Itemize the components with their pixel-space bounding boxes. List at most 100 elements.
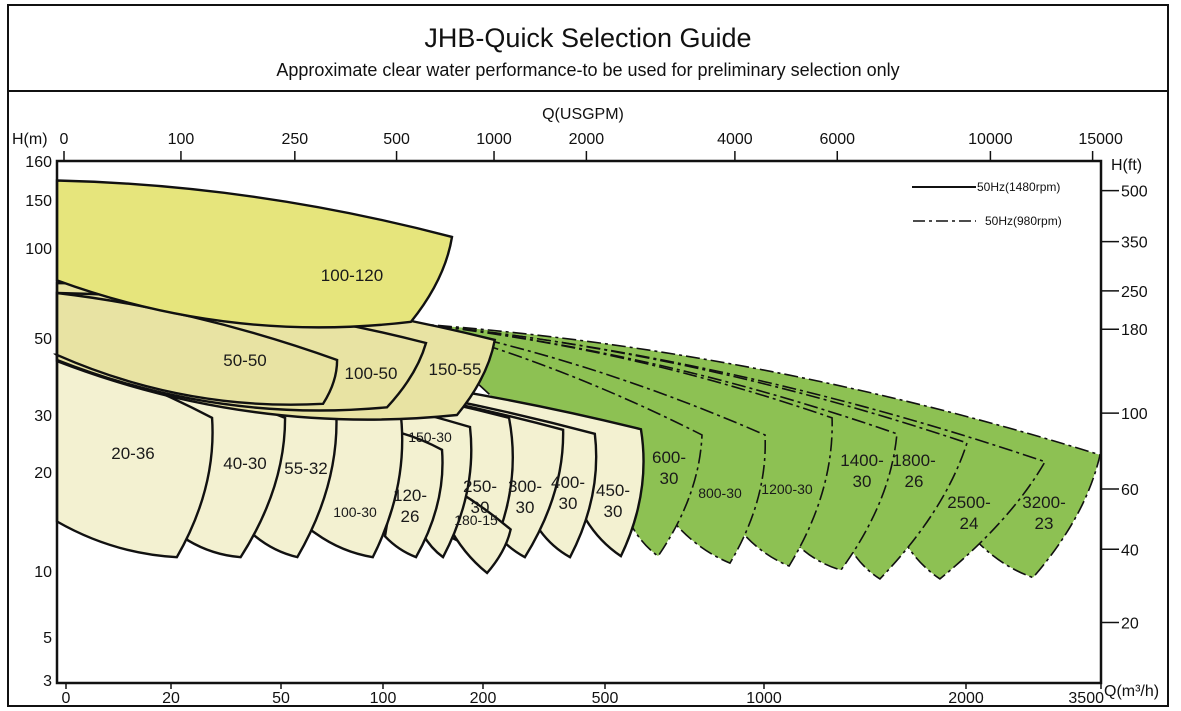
zone-label-line: 1800- [892,451,935,470]
zone-label-line: 150-55 [429,360,482,379]
right-axis-tick-label: 500 [1121,184,1148,201]
zone-label-line: 1200-30 [761,481,813,497]
zone-label-line: 100-120 [321,266,383,285]
right-axis-tick-label: 40 [1121,542,1139,559]
bottom-axis-title: Q(m³/h) [1104,683,1159,700]
zone-label-1800-26: 1800- 26 [892,451,935,491]
right-axis-tick-label: 100 [1121,406,1148,423]
top-axis-tick-label: 0 [60,131,69,148]
top-axis-tick-label: 100 [168,131,195,148]
zone-label-1200-30: 1200-30 [761,481,813,497]
top-axis-tick-label: 6000 [819,131,855,148]
top-axis-tick-label: 500 [383,131,410,148]
zone-label-line: 55-32 [284,459,327,478]
zone-label-20-36: 20-36 [111,444,154,463]
zone-label-line: 600- [652,448,686,467]
left-axis-tick-label: 50 [34,331,52,348]
zone-label-2500-24: 2500- 24 [947,493,990,533]
top-axis-tick-label: 10000 [968,131,1013,148]
zone-label-line: 250- [463,477,497,496]
top-axis-title: Q(USGPM) [542,106,624,123]
bottom-axis-tick-label: 50 [272,690,290,707]
bottom-axis-tick-label: 3500 [1068,690,1104,707]
zone-label-400-30: 400- 30 [551,473,585,513]
zone-label-line: 26 [905,472,924,491]
bottom-axis-tick-label: 1000 [746,690,782,707]
chart-title: JHB-Quick Selection Guide [424,23,751,53]
zone-label-line: 50-50 [223,351,266,370]
zone-label-line: 26 [401,507,420,526]
right-axis-tick-label: 180 [1121,322,1148,339]
zone-label-line: 1400- [840,451,883,470]
zone-label-line: 30 [853,472,872,491]
zone-label-line: 150-30 [408,429,452,445]
zone-label-line: 180-15 [454,512,498,528]
bottom-axis-tick-label: 20 [162,690,180,707]
zone-label-800-30: 800-30 [698,485,742,501]
zone-label-40-30: 40-30 [223,454,266,473]
top-axis-tick-label: 2000 [569,131,605,148]
plot-frame [55,159,1103,685]
zone-label-55-32: 55-32 [284,459,327,478]
zone-label-line: 40-30 [223,454,266,473]
left-axis-tick-label: 20 [34,465,52,482]
left-axis-tick-label: 5 [43,630,52,647]
zone-label-450-30: 450- 30 [596,481,630,521]
zone-label-line: 100-30 [333,504,377,520]
top-axis-tick-label: 4000 [717,131,753,148]
left-axis-tick-label: 150 [25,193,52,210]
zone-label-line: 30 [516,498,535,517]
right-axis-tick-label: 250 [1121,284,1148,301]
zone-label-100-30: 100-30 [333,504,377,520]
zone-label-line: 20-36 [111,444,154,463]
bottom-axis-tick-label: 100 [370,690,397,707]
left-axis-tick-label: 100 [25,241,52,258]
bottom-axis-tick-label: 2000 [948,690,984,707]
legend-item-980rpm: 50Hz(980rpm) [985,214,1062,228]
right-axis-title: H(ft) [1111,157,1142,174]
zone-label-line: 300- [508,477,542,496]
zone-label-line: 24 [960,514,979,533]
right-axis-tick-label: 60 [1121,482,1139,499]
bottom-axis-tick-label: 0 [62,690,71,707]
zone-label-line: 400- [551,473,585,492]
top-axis-tick-label: 250 [281,131,308,148]
zones-layer [52,179,1101,580]
right-axis-tick-label: 350 [1121,235,1148,252]
left-axis-tick-label: 30 [34,408,52,425]
zone-label-line: 30 [559,494,578,513]
zone-label-100-50: 100-50 [345,364,398,383]
pump-zone-100-120 [55,179,454,329]
zone-label-line: 120- [393,486,427,505]
zone-label-150-30: 150-30 [408,429,452,445]
zone-label-150-55: 150-55 [429,360,482,379]
top-axis-tick-label: 15000 [1078,131,1123,148]
zone-label-1400-30: 1400- 30 [840,451,883,491]
zone-label-300-30: 300- 30 [508,477,542,517]
zone-label-line: 23 [1035,514,1054,533]
left-axis-tick-label: 3 [43,673,52,690]
zone-labels-layer: 3200- 23 2500- 24 1800- 26 1400- 30 1200-30 800-3… [111,266,1065,533]
bottom-axis-tick-label: 200 [470,690,497,707]
zone-label-line: 30 [660,469,679,488]
legend: 50Hz(1480rpm) 50Hz(980rpm) [912,180,1062,228]
left-axis-tick-label: 10 [34,564,52,581]
right-axis-tick-label: 20 [1121,616,1139,633]
zone-label-120-26: 120- 26 [393,486,427,526]
zone-label-line: 2500- [947,493,990,512]
chart-subtitle: Approximate clear water performance-to b… [276,60,899,80]
pump-zone-180-15 [446,488,512,575]
zone-label-line: 30 [471,498,490,517]
zone-label-line: 3200- [1022,493,1065,512]
zone-label-line: 100-50 [345,364,398,383]
zone-label-600-30: 600- 30 [652,448,686,488]
zone-label-3200-23: 3200- 23 [1022,493,1065,533]
zone-label-line: 800-30 [698,485,742,501]
zone-label-250-30: 250- 30 [463,477,497,517]
zone-label-100-120: 100-120 [321,266,383,285]
zone-label-line: 450- [596,481,630,500]
left-axis-title: H(m) [12,131,48,148]
left-axis-tick-label: 160 [25,154,52,171]
bottom-axis-tick-label: 500 [592,690,619,707]
